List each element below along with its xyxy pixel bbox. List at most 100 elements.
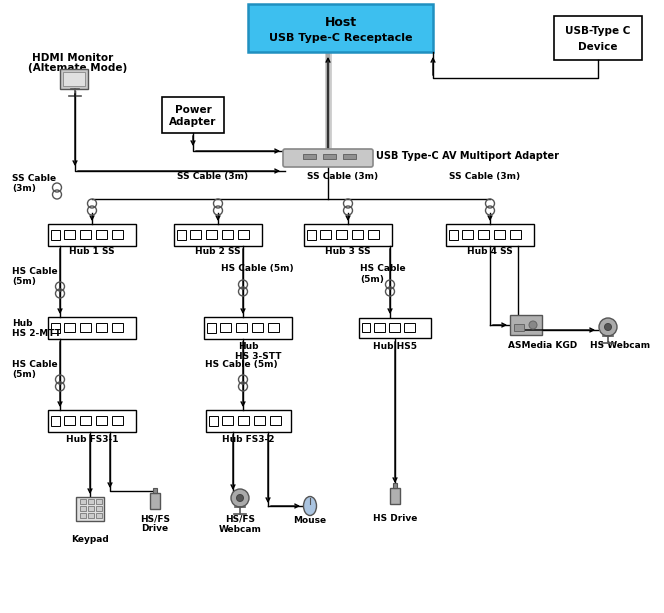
Bar: [48, 317, 136, 339]
Text: Host: Host: [325, 16, 357, 29]
Bar: [320, 230, 331, 239]
Bar: [362, 323, 370, 332]
Text: Keypad: Keypad: [71, 535, 109, 544]
Bar: [96, 323, 107, 332]
Bar: [96, 513, 102, 518]
Bar: [304, 224, 392, 246]
Text: Hub 1 SS: Hub 1 SS: [69, 247, 115, 256]
Circle shape: [604, 324, 612, 330]
Bar: [64, 323, 75, 332]
Bar: [162, 97, 224, 133]
Text: Hub HS5: Hub HS5: [373, 342, 417, 351]
Bar: [80, 416, 91, 425]
Circle shape: [231, 489, 249, 507]
Bar: [112, 416, 123, 425]
Text: HDMI Monitor: HDMI Monitor: [32, 53, 114, 63]
Bar: [80, 506, 86, 511]
Bar: [88, 506, 94, 511]
Bar: [48, 410, 136, 432]
Text: SS Cable (3m): SS Cable (3m): [450, 172, 521, 181]
Bar: [80, 323, 91, 332]
Ellipse shape: [303, 497, 317, 516]
Bar: [494, 230, 505, 239]
Bar: [63, 72, 85, 86]
Bar: [80, 499, 86, 504]
Bar: [51, 323, 60, 333]
Bar: [206, 230, 217, 239]
Bar: [252, 323, 263, 332]
Text: HS Cable (5m): HS Cable (5m): [205, 360, 278, 369]
Text: Device: Device: [578, 42, 618, 52]
Bar: [449, 230, 458, 240]
Bar: [153, 488, 157, 493]
Bar: [478, 230, 489, 239]
Bar: [238, 230, 249, 239]
Bar: [222, 416, 232, 425]
Bar: [446, 224, 534, 246]
Bar: [96, 230, 107, 239]
Bar: [174, 224, 262, 246]
Bar: [323, 154, 336, 159]
Text: Hub 3 SS: Hub 3 SS: [325, 247, 371, 256]
Text: (5m): (5m): [360, 275, 384, 284]
Text: USB-Type C: USB-Type C: [565, 26, 631, 36]
Text: HS 2-MTT: HS 2-MTT: [12, 330, 61, 338]
Text: Drive: Drive: [141, 524, 169, 533]
Bar: [80, 230, 91, 239]
Text: USB Type-C Receptacle: USB Type-C Receptacle: [269, 32, 412, 42]
Text: (5m): (5m): [12, 277, 36, 286]
Bar: [510, 230, 521, 239]
Bar: [80, 513, 86, 518]
Text: HS 3-STT: HS 3-STT: [235, 352, 282, 361]
Text: Hub FS3-2: Hub FS3-2: [222, 435, 274, 444]
Text: (3m): (3m): [12, 184, 36, 193]
Bar: [177, 230, 186, 240]
Bar: [462, 230, 473, 239]
Bar: [208, 416, 218, 426]
Bar: [268, 323, 279, 332]
Text: HS/FS: HS/FS: [225, 515, 255, 524]
Bar: [336, 230, 347, 239]
Bar: [96, 499, 102, 504]
Text: Hub: Hub: [238, 342, 258, 351]
Bar: [96, 416, 107, 425]
Text: Adapter: Adapter: [169, 117, 216, 128]
Circle shape: [236, 495, 244, 501]
Text: HS Cable: HS Cable: [12, 267, 58, 276]
Bar: [96, 506, 102, 511]
Bar: [112, 230, 123, 239]
Text: Mouse: Mouse: [293, 516, 327, 525]
Bar: [60, 69, 88, 89]
Text: (Altemate Mode): (Altemate Mode): [28, 63, 127, 73]
Text: HS Drive: HS Drive: [373, 514, 417, 523]
Text: Hub 4 SS: Hub 4 SS: [467, 247, 513, 256]
Bar: [51, 230, 60, 240]
Bar: [88, 513, 94, 518]
Text: HS Cable: HS Cable: [360, 264, 406, 273]
Circle shape: [599, 318, 617, 336]
Text: (5m): (5m): [12, 370, 36, 379]
Text: ASMedia KGD: ASMedia KGD: [508, 341, 577, 350]
Bar: [554, 16, 642, 60]
Bar: [204, 317, 292, 339]
Bar: [248, 4, 433, 52]
Bar: [220, 323, 231, 332]
Bar: [48, 224, 136, 246]
Bar: [393, 483, 397, 488]
Bar: [76, 497, 104, 521]
Bar: [238, 416, 248, 425]
Bar: [374, 323, 385, 332]
Text: SS Cable (3m): SS Cable (3m): [177, 172, 248, 181]
Bar: [112, 323, 123, 332]
FancyBboxPatch shape: [283, 149, 373, 167]
Bar: [236, 323, 247, 332]
Text: Power: Power: [175, 105, 211, 115]
Circle shape: [529, 321, 537, 329]
Bar: [359, 318, 431, 338]
Bar: [254, 416, 264, 425]
Text: HS/FS: HS/FS: [140, 514, 170, 523]
Text: HS Webcam: HS Webcam: [590, 341, 650, 350]
Bar: [205, 410, 291, 432]
Text: HS Cable (5m): HS Cable (5m): [221, 264, 293, 273]
Bar: [307, 230, 316, 240]
